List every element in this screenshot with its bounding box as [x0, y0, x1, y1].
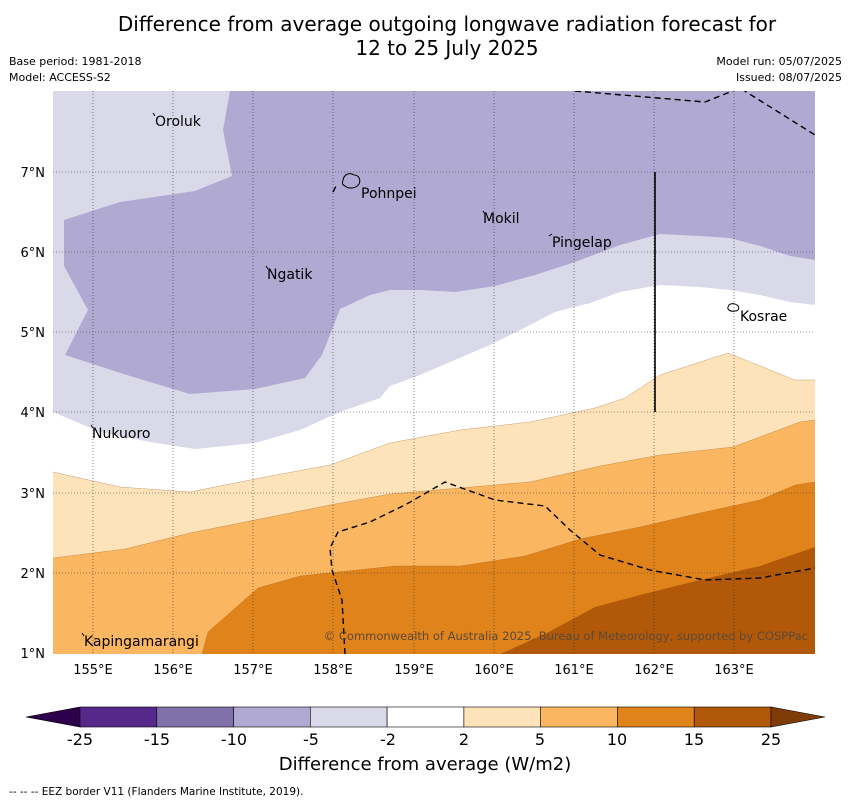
lat-label: 7°N: [21, 166, 46, 181]
colorbar-cell: [540, 706, 618, 728]
lon-label: 162°E: [634, 663, 674, 678]
colorbar-tick: 2: [459, 730, 469, 749]
colorbar-label: Difference from average (W/m2): [278, 754, 572, 775]
nukuoro-marker-icon: [90, 424, 94, 429]
pingelap-marker-icon: [548, 233, 553, 237]
mokil-marker-icon: [482, 210, 486, 215]
place-label-oroluk: Oroluk: [155, 114, 202, 130]
place-label-pohnpei: Pohnpei: [361, 186, 417, 202]
map-title: Difference from average outgoing longwav…: [0, 12, 850, 60]
colorbar-tick-labels: -25 -15 -10 -5 -2 2 5 10 15 25: [67, 730, 781, 749]
colorbar-cell: [309, 706, 388, 728]
place-label-mokil: Mokil: [483, 211, 520, 227]
kapingamarangi-marker-icon: [81, 632, 85, 637]
title-line-1: Difference from average outgoing longwav…: [117, 12, 777, 36]
colorbar-under-arrow: [25, 706, 81, 728]
colorbar-tick: 10: [607, 730, 627, 749]
copyright-credit: © Commonwealth of Australia 2025, Bureau…: [324, 629, 808, 643]
place-label-kosrae: Kosrae: [740, 309, 787, 325]
anomaly-band-plus15: [500, 547, 815, 654]
anomaly-band-minus10: [64, 91, 815, 394]
lon-label: 156°E: [153, 663, 193, 678]
graticule: [53, 91, 815, 654]
colorbar-cells: [79, 706, 772, 728]
colorbar-tick: -15: [144, 730, 170, 749]
colorbar-cell: [386, 706, 465, 728]
colorbar-tick: -5: [303, 730, 319, 749]
latitude-labels: 7°N 6°N 5°N 4°N 3°N 2°N 1°N: [21, 166, 46, 662]
atoll-markers: [81, 112, 553, 637]
place-label-ngatik: Ngatik: [267, 267, 313, 283]
colorbar-cell: [463, 706, 541, 728]
model-run-text: Model run: 05/07/2025: [716, 55, 842, 68]
colorbar-cell: [156, 706, 234, 728]
place-label-pingelap: Pingelap: [552, 235, 612, 251]
colorbar-over-arrow: [770, 706, 826, 728]
colorbar-tick: -25: [67, 730, 93, 749]
lon-label: 159°E: [394, 663, 434, 678]
lon-label: 158°E: [313, 663, 353, 678]
base-period-text: Base period: 1981-2018: [9, 55, 142, 68]
issued-text: Issued: 08/07/2025: [735, 71, 842, 84]
oroluk-marker-icon: [152, 112, 156, 117]
lon-label: 155°E: [73, 663, 113, 678]
colorbar-tick: -2: [380, 730, 396, 749]
colorbar-tick: 5: [535, 730, 545, 749]
colorbar-tick: 15: [684, 730, 704, 749]
lat-label: 4°N: [21, 406, 46, 421]
colorbar-tick: 25: [761, 730, 781, 749]
eez-borders: [329, 91, 815, 654]
lon-label: 157°E: [233, 663, 273, 678]
colorbar-tick: -10: [221, 730, 247, 749]
ngatik-marker-icon: [265, 265, 269, 270]
lat-label: 2°N: [21, 567, 46, 582]
place-label-nukuoro: Nukuoro: [92, 426, 150, 442]
colorbar-cell: [617, 706, 695, 728]
colorbar-cell: [233, 706, 311, 728]
colorbar-cell: [79, 706, 158, 728]
lat-label: 5°N: [21, 326, 46, 341]
colorbar: -25 -15 -10 -5 -2 2 5 10 15 25: [25, 706, 826, 749]
lon-label: 163°E: [714, 663, 754, 678]
anomaly-field: [53, 91, 815, 654]
lat-label: 3°N: [21, 487, 46, 502]
longitude-labels: 155°E 156°E 157°E 158°E 159°E 160°E 161°…: [73, 663, 754, 678]
lat-label: 1°N: [21, 647, 46, 662]
forecast-map: Oroluk Pohnpei Mokil Pingelap Ngatik Kos…: [21, 91, 826, 749]
lon-label: 160°E: [474, 663, 514, 678]
eez-legend-note: -- -- -- EEZ border V11 (Flanders Marine…: [9, 786, 304, 798]
base-period-info: Base period: 1981-2018 Model: ACCESS-S2: [9, 54, 141, 86]
pohnpei-island-icon: [341, 173, 361, 189]
title-line-2: 12 to 25 July 2025: [355, 36, 539, 60]
lon-label: 161°E: [554, 663, 594, 678]
colorbar-cell: [693, 706, 772, 728]
lat-label: 6°N: [21, 246, 46, 261]
model-run-info: Model run: 05/07/2025 Issued: 08/07/2025: [716, 54, 842, 86]
kosrae-island-icon: [727, 303, 740, 312]
place-label-kapingamarangi: Kapingamarangi: [84, 634, 199, 650]
model-text: Model: ACCESS-S2: [9, 71, 111, 84]
